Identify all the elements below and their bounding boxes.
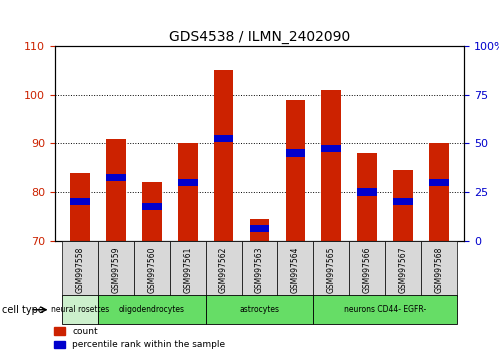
Bar (62, 241, 98, 297)
Bar (250, 219, 269, 241)
Bar (70, 198, 90, 205)
Text: GSM997564: GSM997564 (291, 246, 300, 293)
Bar (62, 295, 98, 324)
Text: GSM997566: GSM997566 (363, 246, 372, 293)
Bar (321, 90, 341, 241)
Text: neural rosettes: neural rosettes (51, 304, 109, 314)
Text: GSM997567: GSM997567 (399, 246, 408, 293)
Bar (421, 241, 457, 297)
Text: GSM997563: GSM997563 (255, 246, 264, 293)
Text: astrocytes: astrocytes (240, 304, 279, 314)
Text: GSM997562: GSM997562 (219, 246, 228, 293)
Text: GSM997560: GSM997560 (147, 246, 156, 293)
Bar (393, 198, 413, 205)
Bar (106, 138, 126, 241)
Bar (349, 241, 385, 297)
Bar (242, 241, 277, 297)
Bar (285, 149, 305, 157)
Bar (429, 179, 449, 186)
Text: GSM997565: GSM997565 (327, 246, 336, 293)
Bar (178, 143, 198, 241)
Bar (357, 153, 377, 241)
Text: GSM997568: GSM997568 (435, 246, 444, 293)
Bar (313, 295, 457, 324)
Bar (357, 188, 377, 196)
Legend: count, percentile rank within the sample: count, percentile rank within the sample (54, 327, 226, 349)
Text: cell type: cell type (2, 305, 44, 315)
Bar (106, 174, 126, 181)
Bar (134, 241, 170, 297)
Bar (206, 295, 313, 324)
Bar (429, 143, 449, 241)
Bar (206, 241, 242, 297)
Text: GSM997561: GSM997561 (183, 246, 192, 293)
Bar (142, 182, 162, 241)
Bar (250, 225, 269, 232)
Text: GSM997559: GSM997559 (111, 246, 120, 293)
Text: oligodendrocytes: oligodendrocytes (119, 304, 185, 314)
Bar (321, 144, 341, 152)
Text: neurons CD44- EGFR-: neurons CD44- EGFR- (344, 304, 426, 314)
Bar (214, 135, 234, 142)
Bar (214, 70, 234, 241)
Bar (313, 241, 349, 297)
Text: GSM997558: GSM997558 (75, 246, 84, 293)
Bar (277, 241, 313, 297)
Bar (170, 241, 206, 297)
Bar (178, 179, 198, 186)
Bar (385, 241, 421, 297)
Bar (142, 203, 162, 210)
Bar (70, 172, 90, 241)
Bar (98, 241, 134, 297)
Title: GDS4538 / ILMN_2402090: GDS4538 / ILMN_2402090 (169, 30, 350, 44)
Bar (98, 295, 206, 324)
Bar (393, 170, 413, 241)
Bar (285, 99, 305, 241)
